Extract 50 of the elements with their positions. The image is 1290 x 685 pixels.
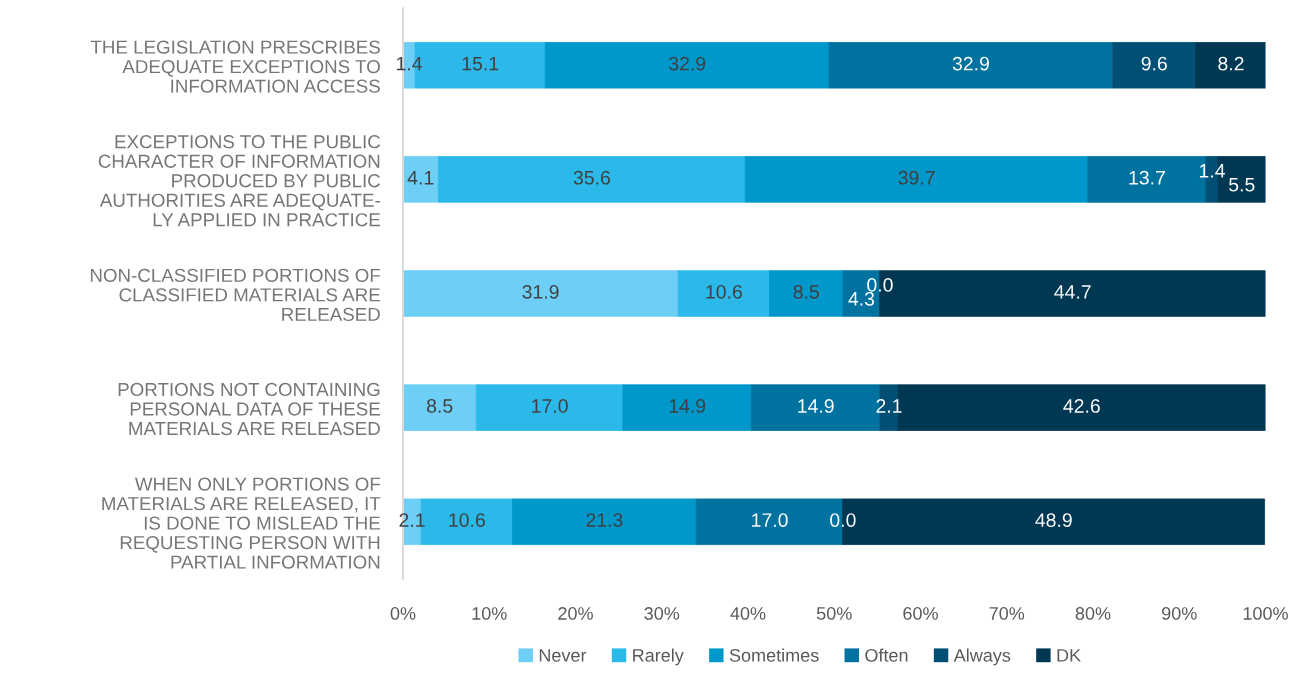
data-label: 31.9: [522, 284, 559, 299]
data-label: 35.6: [573, 170, 610, 185]
data-label: 8.2: [1218, 56, 1244, 71]
data-label: 15.1: [462, 56, 499, 71]
data-label: 13.7: [1129, 170, 1165, 185]
x-tick-label: 80%: [1075, 607, 1111, 620]
x-tick-label: 30%: [644, 607, 680, 620]
x-tick-label: 60%: [903, 607, 938, 620]
data-label: 8.5: [426, 399, 453, 413]
legend-label: Always: [953, 648, 1011, 666]
y-tick-label: PORTIONS NOT CONTAINING PERSONAL DATA OF THESE MATERIALS ARE RELEASED: [118, 382, 380, 436]
data-label: 32.9: [669, 56, 706, 71]
x-tick-label: 0%: [390, 607, 416, 620]
legend-label: Never: [539, 649, 587, 662]
y-tick-label: EXCEPTIONS TO THE PUBLIC CHARACTER OF INFORMATION PRODUCED BY PUBLIC AUTHORITIES ARE ADEQUATE- LY APPLIED IN PRACTICE: [98, 135, 381, 227]
x-tick-label: 100%: [1243, 607, 1288, 620]
data-label: 5.5: [1229, 178, 1255, 192]
data-label: 10.6: [449, 513, 485, 527]
y-tick-label: THE LEGISLATION PRESCRIBES ADEQUATE EXCEPTIONS TO INFORMATION ACCESS: [90, 40, 380, 93]
data-label: 9.6: [1141, 56, 1167, 71]
data-label: 10.6: [706, 284, 742, 299]
data-label: 4.3: [848, 291, 875, 306]
x-tick-label: 90%: [1162, 607, 1197, 620]
data-label: 48.9: [1035, 513, 1072, 527]
y-tick-label: WHEN ONLY PORTIONS OF MATERIALS ARE RELEASED, IT IS DONE TO MISLEAD THE REQUESTING PERSON WITH PARTIAL INFORMATION: [102, 477, 381, 569]
x-tick-label: 50%: [816, 607, 852, 620]
data-label: 0.0: [867, 278, 893, 292]
legend-label: Sometimes: [729, 648, 819, 662]
data-label: 4.1: [407, 171, 434, 185]
x-tick-label: 70%: [989, 607, 1025, 620]
data-label: 42.6: [1063, 399, 1100, 413]
legend-label: Often: [865, 648, 908, 662]
data-label: 0.0: [830, 513, 856, 527]
legend-label: DK: [1057, 649, 1081, 662]
x-tick-label: 20%: [558, 607, 593, 620]
data-label: 21.3: [586, 513, 623, 527]
data-label: 17.0: [752, 513, 788, 527]
data-label: 2.1: [876, 399, 902, 413]
data-label: 8.5: [793, 284, 819, 299]
data-label: 39.7: [898, 170, 935, 185]
legend-label: Rarely: [633, 648, 684, 666]
x-tick-label: 10%: [472, 607, 507, 620]
data-label: 1.4: [1199, 164, 1225, 178]
data-label: 17.0: [532, 399, 568, 413]
data-label: 44.7: [1054, 285, 1091, 299]
x-tick-label: 40%: [730, 607, 766, 620]
y-tick-label: NON-CLASSIFIED PORTIONS OF CLASSIFIED MATERIALS ARE RELEASED: [90, 268, 381, 322]
data-label: 14.9: [669, 399, 706, 413]
data-label: 14.9: [798, 399, 834, 413]
data-label: 32.9: [952, 56, 989, 71]
